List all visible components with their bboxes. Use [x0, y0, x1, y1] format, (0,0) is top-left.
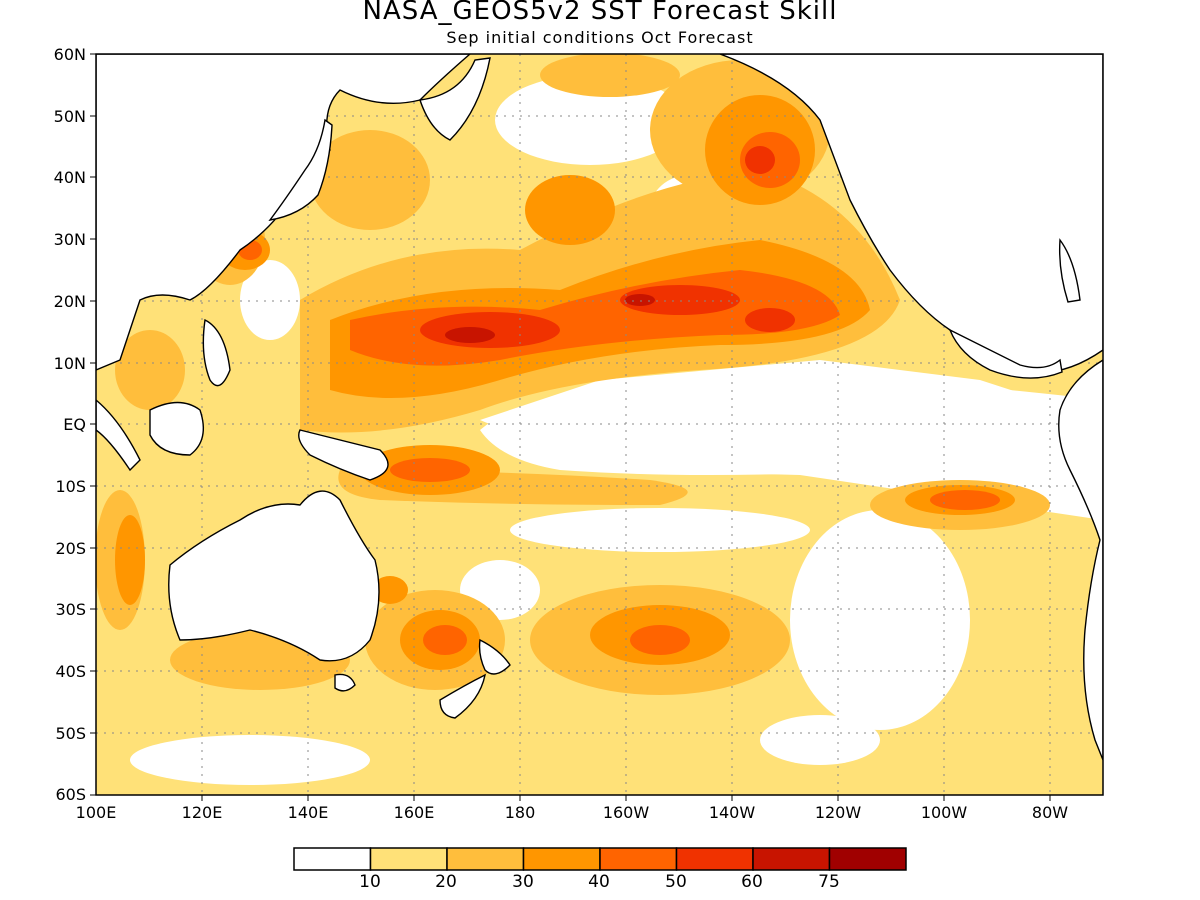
japan-land: [268, 118, 333, 221]
lat-label: 60N: [54, 45, 86, 64]
colorbar-label: 10: [359, 872, 381, 892]
land-outlines: [96, 54, 1103, 761]
colorbar-swatch: [446, 847, 525, 871]
colorbar-label: 75: [818, 872, 840, 892]
new-guinea-land: [298, 429, 389, 481]
lon-label: 140E: [288, 803, 329, 822]
philippines-land: [202, 318, 231, 387]
colorbar-swatch: [828, 847, 907, 871]
lat-label: 60S: [55, 785, 86, 804]
colorbar-swatch: [752, 847, 831, 871]
colorbar-swatch: [369, 847, 448, 871]
florida-land: [1058, 238, 1081, 303]
south-america-land: [1058, 359, 1103, 761]
lon-label: 120W: [815, 803, 862, 822]
lat-label: 50N: [54, 107, 86, 126]
nz-north-land: [478, 638, 511, 675]
colorbar-label: 50: [665, 872, 687, 892]
colorbar-swatch: [522, 847, 601, 871]
australia-land: [168, 490, 380, 662]
latitude-axis: 60N 50N 40N 30N 20N 10N EQ 10S 20S 30S 4…: [54, 45, 86, 804]
lat-ticks: [90, 53, 96, 796]
lat-label: 50S: [55, 724, 86, 743]
colorbar-label: 40: [588, 872, 610, 892]
lat-label: 30S: [55, 600, 86, 619]
colorbar-label: 60: [741, 872, 763, 892]
lat-label: 10N: [54, 354, 86, 373]
lat-label: 20N: [54, 292, 86, 311]
borneo-land: [149, 401, 204, 456]
colorbar: [293, 847, 907, 871]
skill-field: [96, 54, 1103, 795]
lat-label: 40S: [55, 662, 86, 681]
lon-label: 100W: [921, 803, 968, 822]
lon-label: 180: [505, 803, 536, 822]
lon-label: 160W: [603, 803, 650, 822]
colorbar-swatch: [599, 847, 678, 871]
kamchatka-land: [419, 57, 491, 141]
colorbar-label: 30: [512, 872, 534, 892]
nz-south-land: [439, 673, 486, 719]
central-america-land: [948, 328, 1063, 379]
lat-label: 20S: [55, 539, 86, 558]
lon-label: 80W: [1032, 803, 1068, 822]
lat-label: 40N: [54, 168, 86, 187]
lon-label: 140W: [709, 803, 756, 822]
lat-label: EQ: [63, 415, 86, 434]
graticule: [96, 54, 1103, 795]
lat-label: 10S: [55, 477, 86, 496]
map-title: NASA_GEOS5v2 SST Forecast Skill: [362, 0, 838, 26]
longitude-axis: 100E 120E 140E 160E 180 160W 140W 120W 1…: [76, 803, 1069, 822]
colorbar-swatch: [675, 847, 754, 871]
sumatra-land: [96, 399, 141, 472]
map-subtitle: Sep initial conditions Oct Forecast: [446, 28, 754, 47]
lon-label: 100E: [76, 803, 117, 822]
lon-label: 160E: [394, 803, 435, 822]
tasmania-land: [334, 673, 356, 692]
colorbar-swatch: [293, 847, 372, 871]
lon-label: 120E: [182, 803, 223, 822]
lat-label: 30N: [54, 230, 86, 249]
colorbar-label: 20: [435, 872, 457, 892]
lon-ticks: [201, 795, 1051, 801]
